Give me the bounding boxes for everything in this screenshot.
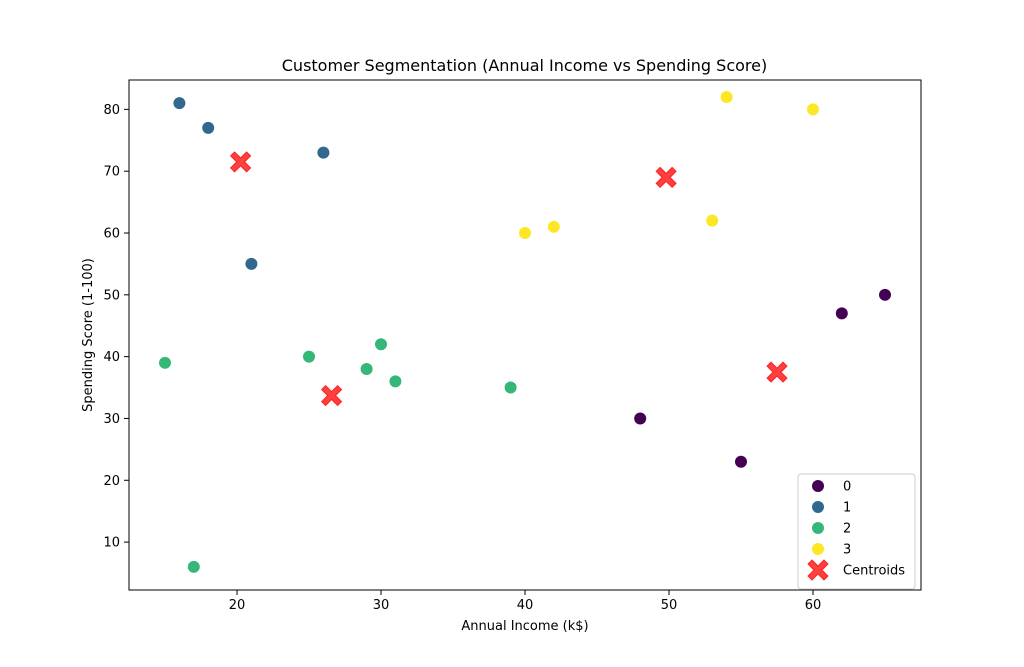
data-point [720,91,733,103]
y-tick-label: 80 [103,103,120,118]
data-point [519,227,531,239]
centroid-marker [766,361,788,383]
data-points [159,91,891,573]
x-axis-label: Annual Income (k$) [461,619,588,634]
centroid-marker [229,151,252,173]
legend-marker [812,522,824,534]
data-point [706,214,719,227]
data-point [879,288,891,301]
y-tick-label: 70 [103,165,120,180]
y-tick-label: 50 [103,288,120,303]
data-point [303,350,315,363]
data-point [187,560,200,573]
y-tick-label: 40 [103,350,120,365]
legend-marker [812,501,824,513]
data-point [317,146,330,159]
x-tick-label: 20 [229,598,246,613]
legend-label: 0 [843,480,851,495]
x-axis-ticks: 20 30 40 50 60 [229,590,822,613]
centroid-marker [320,384,343,407]
legend-box [797,473,916,590]
data-point [173,97,186,110]
x-tick-label: 50 [661,598,678,613]
legend-label: Centroids [843,564,905,579]
data-point [504,381,517,394]
data-point [389,375,402,388]
legend-label: 3 [843,543,851,558]
legend-marker [812,543,824,555]
data-point [375,338,387,351]
legend-label: 2 [843,522,851,537]
centroid-marker [655,166,677,189]
y-tick-label: 10 [103,536,120,551]
data-point [202,121,215,134]
data-point [634,412,647,425]
legend: 0 1 2 3 Centroids [797,473,916,590]
x-tick-label: 40 [517,598,534,613]
data-point [835,307,848,320]
x-tick-label: 30 [373,598,390,613]
legend-centroid-marker [807,559,829,581]
data-point [245,257,258,270]
data-point [360,363,373,375]
y-tick-label: 30 [103,412,120,427]
chart-title: Customer Segmentation (Annual Income vs … [282,56,767,75]
y-axis-label: Spending Score (1-100) [81,258,96,412]
y-tick-label: 60 [103,227,120,242]
y-axis-ticks: 10 20 30 40 50 60 70 80 [103,103,129,551]
data-point [735,455,747,468]
legend-label: 1 [843,501,851,516]
data-point [547,220,560,233]
x-tick-label: 60 [805,598,822,613]
legend-marker [812,480,824,492]
y-tick-label: 20 [103,474,120,489]
data-point [159,356,171,369]
data-point [807,103,819,116]
